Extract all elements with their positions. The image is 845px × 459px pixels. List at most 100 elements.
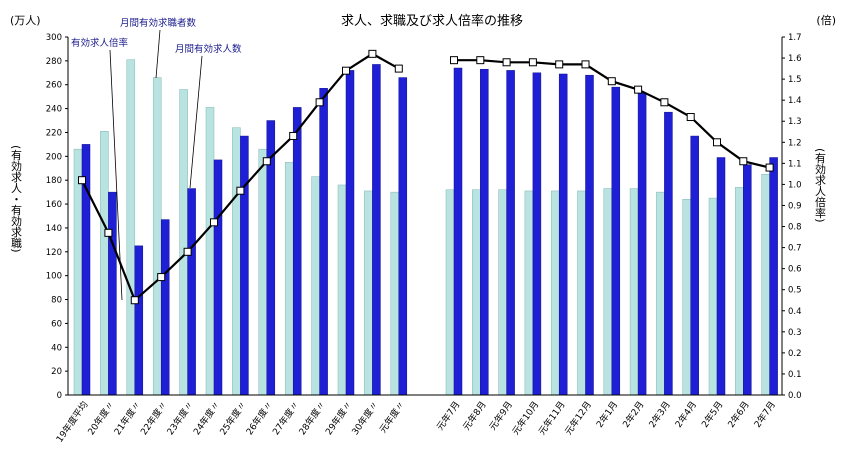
bars-layer — [73, 59, 778, 396]
right-axis-title: (有効求人倍率) — [814, 148, 827, 223]
left-tick-label: 140 — [46, 224, 62, 234]
ratio-point — [450, 56, 458, 65]
openings-bar — [319, 88, 328, 396]
ratio-point — [104, 228, 113, 237]
category-label: 元年度〃 — [377, 399, 407, 435]
right-tick-label: 0.9 — [788, 201, 802, 211]
right-axis-unit: (倍) — [816, 13, 836, 27]
seekers-bar — [126, 59, 136, 396]
ratio-point — [528, 58, 537, 67]
openings-bar — [558, 73, 568, 396]
seekers-bar — [205, 107, 215, 396]
seekers-bar — [73, 148, 83, 396]
seekers-bar — [656, 191, 665, 396]
category-label: 元年12月 — [562, 399, 594, 437]
left-axis-title: (有効求人・有効求職) — [10, 145, 23, 253]
annotation-leader-line — [189, 55, 203, 189]
right-tick-label: 1.3 — [788, 117, 802, 127]
ratio-line-layer — [78, 49, 774, 305]
series-annotation: 有効求人倍率 — [71, 37, 129, 49]
category-label: 2年3月 — [646, 399, 673, 430]
axes-layer — [67, 37, 783, 396]
category-label: 元年7月 — [434, 399, 463, 433]
seekers-bar — [629, 188, 639, 396]
seekers-bar — [311, 176, 320, 396]
right-tick-label: 0.0 — [788, 391, 802, 401]
ratio-point — [581, 60, 590, 69]
category-label: 元年9月 — [486, 399, 515, 433]
right-tick-label: 0.8 — [788, 223, 802, 233]
openings-bar — [690, 135, 699, 396]
left-tick-label: 160 — [46, 200, 62, 210]
ratio-point — [739, 157, 748, 166]
left-axis-unit: (万人) — [10, 14, 41, 27]
openings-bar — [532, 72, 542, 396]
ratio-point — [476, 56, 485, 65]
left-tick-label: 40 — [51, 343, 62, 353]
seekers-bar — [152, 77, 162, 396]
seekers-bar — [364, 190, 373, 396]
left-tick-label: 100 — [46, 272, 62, 282]
category-label: 30年度〃 — [349, 399, 381, 437]
openings-bar — [611, 86, 621, 396]
ratio-point — [394, 64, 403, 73]
left-tick-label: 200 — [46, 152, 62, 162]
ratio-point — [660, 98, 669, 107]
chart-title: 求人、求職及び求人倍率の推移 — [341, 13, 523, 29]
category-label: 2年1月 — [594, 399, 621, 430]
category-label: 2年2月 — [620, 399, 647, 430]
annotation-leader-line — [109, 49, 123, 301]
ratio-point — [555, 60, 564, 69]
category-label: 2年5月 — [699, 399, 726, 430]
ratio-point — [368, 49, 377, 58]
axis-titles-layer: (有効求人・有効求職) (有効求人倍率) — [10, 145, 827, 253]
ratio-point — [686, 113, 695, 122]
right-tick-label: 1.7 — [788, 33, 802, 43]
right-tick-label: 0.2 — [788, 349, 802, 359]
ratio-point — [765, 163, 774, 172]
series-annotation: 月間有効求人数 — [175, 43, 242, 55]
seekers-bar — [761, 173, 770, 396]
category-label: 2年7月 — [751, 399, 778, 430]
seekers-bar — [577, 190, 586, 396]
seekers-bar — [735, 187, 744, 396]
tick-labels-layer: 0 20 40 60 80 100 120 140 160 180 200 220 240 260 280 3… — [46, 33, 802, 401]
seekers-bar — [524, 190, 534, 396]
left-tick-label: 220 — [46, 128, 62, 138]
left-tick-label: 260 — [46, 81, 62, 91]
category-labels-layer: 19年度平均20年度〃21年度〃22年度〃23年度〃24年度〃25年度〃26年度… — [53, 399, 778, 445]
seekers-bar — [337, 184, 347, 396]
openings-bar — [743, 164, 752, 396]
ratio-point — [289, 131, 298, 140]
right-tick-label: 0.6 — [788, 265, 802, 275]
left-tick-label: 20 — [51, 367, 62, 377]
openings-bar — [480, 68, 489, 396]
left-tick-label: 300 — [46, 33, 62, 43]
left-tick-label: 80 — [51, 296, 62, 306]
openings-bar — [240, 135, 249, 396]
ratio-point — [342, 66, 350, 75]
left-tick-label: 120 — [46, 248, 62, 258]
openings-bar — [664, 111, 673, 396]
category-label: 19年度平均 — [53, 399, 90, 445]
seekers-bar — [708, 197, 718, 396]
right-tick-label: 1.0 — [788, 180, 802, 190]
left-tick-label: 180 — [46, 176, 62, 186]
openings-bar — [292, 107, 302, 396]
right-tick-label: 1.4 — [788, 96, 802, 106]
seekers-bar — [498, 189, 507, 396]
ratio-point — [210, 218, 218, 227]
category-label: 元年8月 — [460, 399, 489, 433]
ratio-point — [130, 296, 139, 305]
annotation-leader-line — [155, 29, 161, 79]
seekers-bar — [445, 189, 455, 396]
openings-bar — [372, 64, 381, 396]
openings-bar — [398, 77, 408, 396]
seekers-bar — [258, 148, 268, 396]
right-tick-label: 0.5 — [788, 286, 802, 296]
openings-bar — [187, 188, 196, 396]
ratio-point — [502, 58, 511, 67]
ratio-point — [607, 77, 616, 86]
ratio-point — [183, 247, 192, 256]
